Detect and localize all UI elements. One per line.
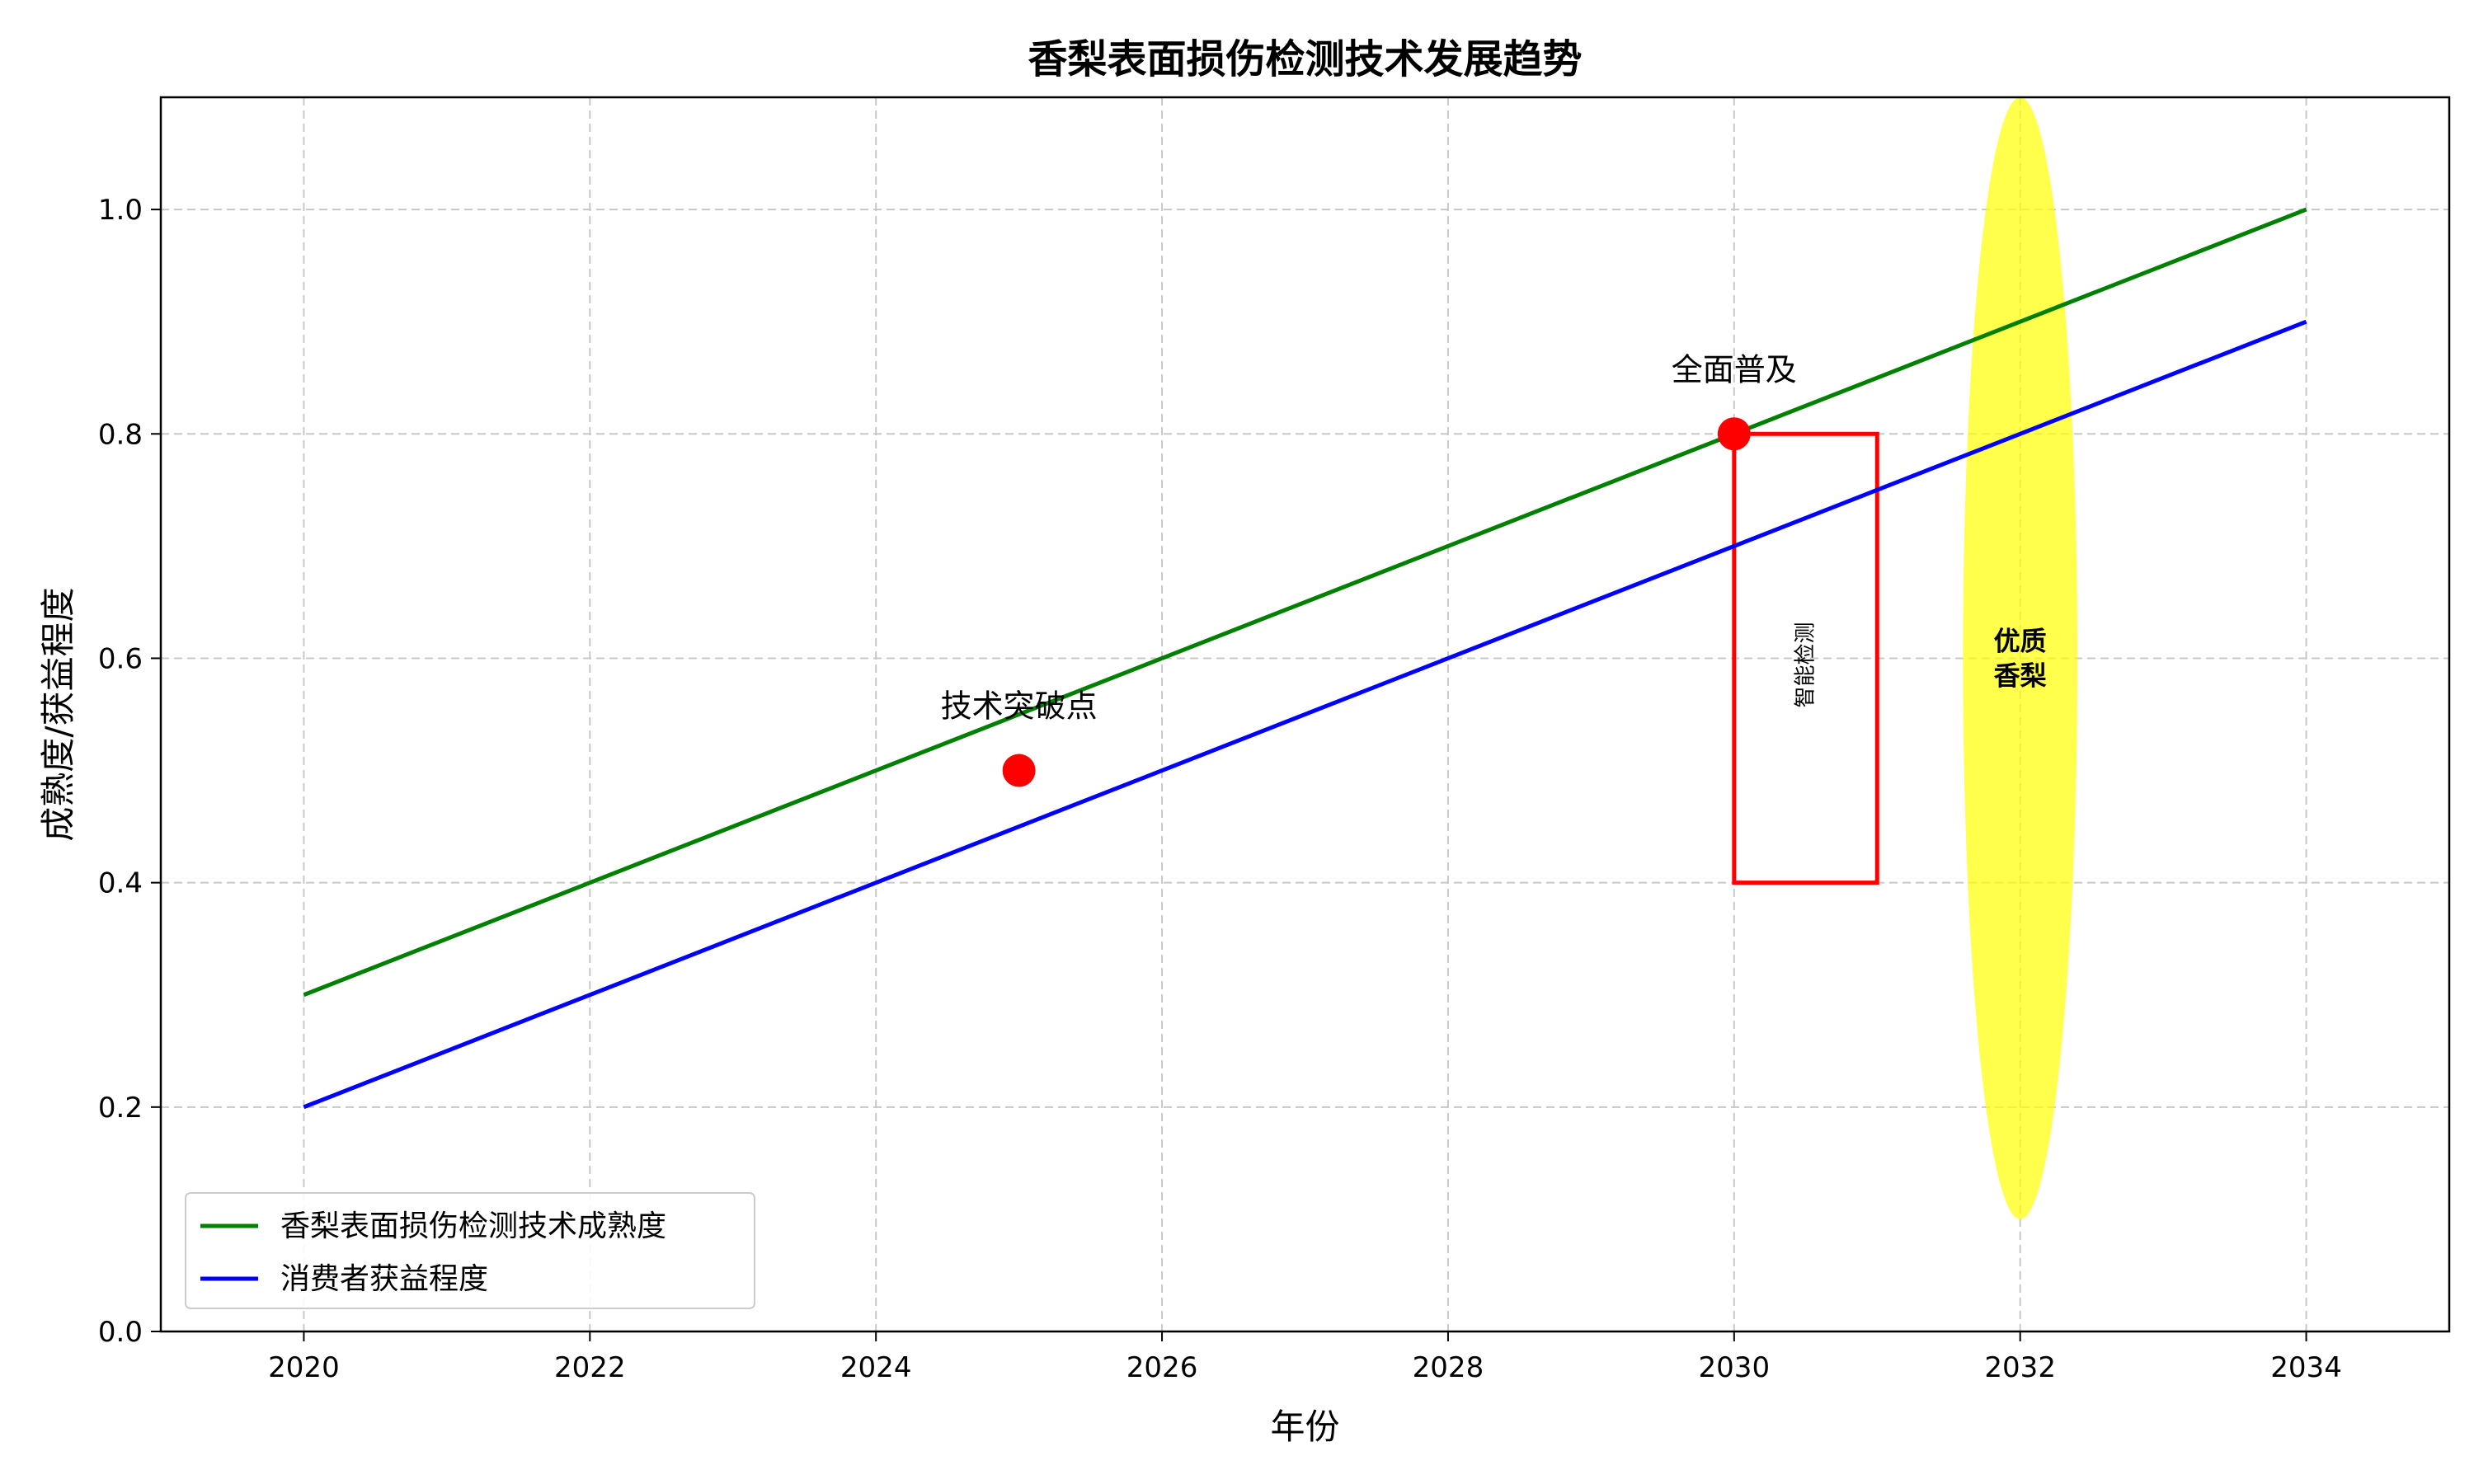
x-tick-label: 2034 xyxy=(2270,1351,2342,1384)
y-tick-label: 0.2 xyxy=(98,1092,143,1125)
y-tick-label: 0.8 xyxy=(98,418,143,451)
legend-label: 消费者获益程度 xyxy=(280,1262,488,1296)
rect-label: 智能检测 xyxy=(1794,622,1818,707)
chart-title: 香梨表面损伤检测技术发展趋势 xyxy=(1028,36,1582,82)
y-tick-label: 1.0 xyxy=(98,194,143,227)
series-line xyxy=(303,319,2307,1110)
point-label: 全面普及 xyxy=(1672,351,1797,387)
y-tick-label: 0.6 xyxy=(98,642,143,675)
point-label: 技术突破点 xyxy=(941,688,1098,725)
x-axis-label: 年份 xyxy=(1270,1407,1339,1447)
quality-ellipse xyxy=(1963,97,2078,1219)
y-tick-label: 0.0 xyxy=(98,1316,143,1349)
x-tick-label: 2024 xyxy=(840,1351,912,1384)
ellipse-label: 优质 xyxy=(1994,625,2047,656)
y-axis-label: 成熟度/获益程度 xyxy=(38,587,78,841)
axis-ticks: 2020 2022 2024 2026 2028 2030 2032 2034 0.0 0.2 0.… xyxy=(98,194,2342,1384)
x-tick-label: 2026 xyxy=(1126,1351,1198,1384)
x-tick-label: 2028 xyxy=(1413,1351,1484,1384)
x-tick-label: 2032 xyxy=(1984,1351,2056,1384)
highlight-points: 技术突破点 全面普及 xyxy=(941,351,1797,787)
ellipse-label: 香梨 xyxy=(1994,660,2047,691)
highlight-point xyxy=(1002,754,1036,787)
highlight-point xyxy=(1717,417,1751,451)
legend-box xyxy=(185,1192,755,1309)
series-lines xyxy=(303,207,2307,1110)
smart-detection-rect xyxy=(1732,431,1879,885)
x-tick-label: 2020 xyxy=(268,1351,340,1384)
y-tick-label: 0.4 xyxy=(98,867,143,900)
x-tick-label: 2022 xyxy=(554,1351,626,1384)
x-tick-label: 2030 xyxy=(1699,1351,1771,1384)
legend-label: 香梨表面损伤检测技术成熟度 xyxy=(280,1209,666,1243)
plot-frame xyxy=(159,96,2451,1333)
series-line xyxy=(303,207,2307,998)
